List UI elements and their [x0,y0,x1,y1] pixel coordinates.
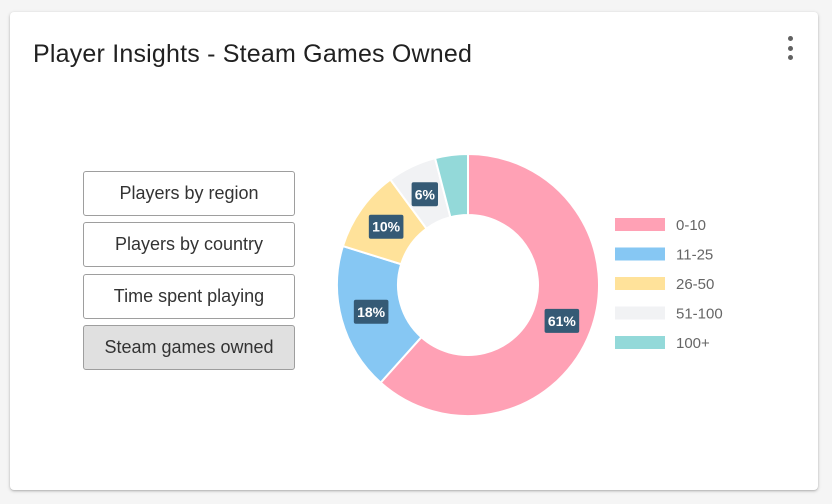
data-label: 61% [548,313,577,329]
data-label: 18% [357,304,386,320]
slice-0-10[interactable] [379,152,600,417]
legend-label[interactable]: 26-50 [676,276,714,293]
legend-swatch[interactable] [615,306,665,320]
data-label: 10% [372,219,401,235]
more-vert-icon[interactable] [782,36,798,60]
data-label-box [353,299,389,324]
data-label: 6% [415,186,436,202]
players-by-country-button[interactable]: Players by country [83,222,295,267]
time-spent-playing-button[interactable]: Time spent playing [83,274,295,319]
slice-100+[interactable] [433,152,469,219]
data-label-box [544,308,580,333]
legend-label[interactable]: 51-100 [676,306,723,323]
legend-label[interactable]: 11-25 [676,247,713,264]
card-title: Player Insights - Steam Games Owned [33,40,473,68]
legend-swatch[interactable] [615,336,665,349]
data-label-box [411,182,439,207]
legend-label[interactable]: 0-10 [676,217,706,234]
legend-swatch[interactable] [615,218,665,231]
legend-swatch[interactable] [615,277,665,290]
players-by-region-button[interactable]: Players by region [83,171,295,216]
legend-swatch[interactable] [615,247,665,261]
steam-games-owned-button[interactable]: Steam games owned [83,325,295,370]
legend-label[interactable]: 100+ [676,335,710,352]
data-label-box [368,214,404,239]
